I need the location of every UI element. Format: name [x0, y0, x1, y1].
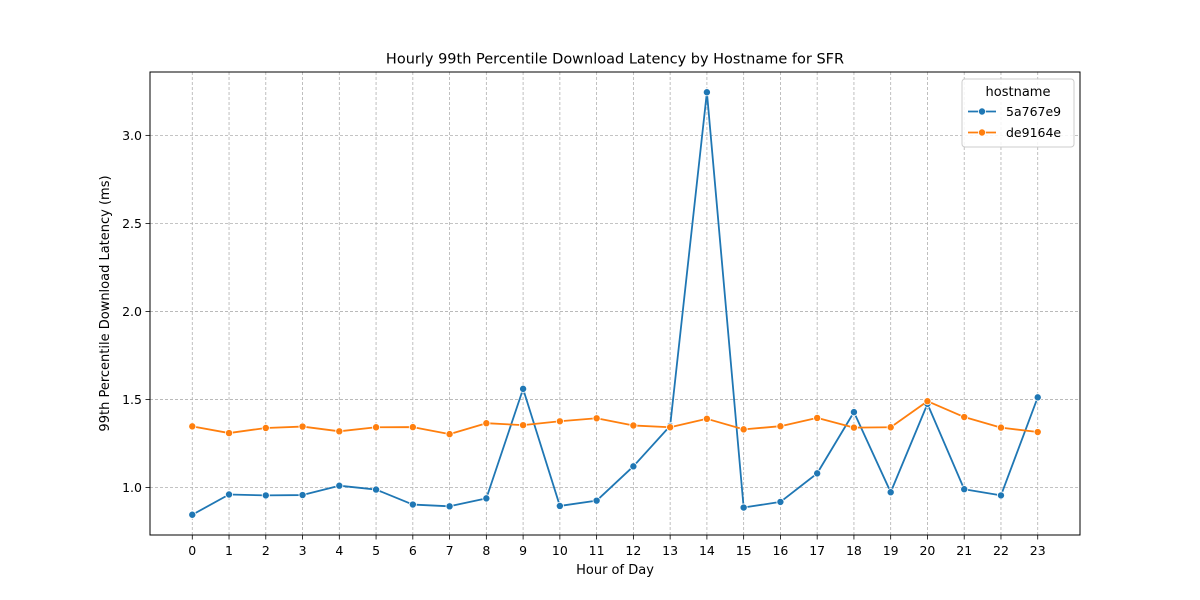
- data-point: [886, 423, 895, 432]
- x-tick-label: 21: [956, 543, 972, 558]
- data-point: [702, 88, 711, 97]
- data-point: [188, 422, 197, 431]
- data-point: [960, 485, 969, 494]
- x-tick-label: 4: [335, 543, 343, 558]
- legend-label: de9164e: [1006, 125, 1061, 140]
- data-point: [813, 413, 822, 422]
- data-point: [739, 503, 748, 512]
- data-point: [960, 413, 969, 422]
- data-point: [408, 423, 417, 432]
- data-point: [335, 481, 344, 490]
- data-point: [482, 494, 491, 503]
- series-line: [192, 400, 1038, 436]
- data-point: [445, 430, 454, 439]
- y-tick-label: 2.0: [122, 304, 142, 319]
- x-tick-label: 7: [446, 543, 454, 558]
- data-point: [1033, 428, 1042, 437]
- data-point: [445, 502, 454, 511]
- x-tick-label: 16: [772, 543, 788, 558]
- x-tick-label: 8: [482, 543, 490, 558]
- x-tick-label: 22: [993, 543, 1009, 558]
- x-tick-label: 19: [883, 543, 899, 558]
- y-tick-label: 3.0: [122, 128, 142, 143]
- data-point: [519, 384, 528, 393]
- legend-entry: 5a767e9: [968, 104, 1061, 119]
- y-axis: 1.0 1.5 2.0 2.5 3.0: [122, 128, 150, 495]
- x-tick-label: 5: [372, 543, 380, 558]
- series-layer: [188, 88, 1042, 519]
- legend-title: hostname: [986, 85, 1051, 100]
- data-point: [629, 421, 638, 430]
- y-tick-label: 1.0: [122, 480, 142, 495]
- legend-swatch-marker: [978, 128, 987, 137]
- x-tick-label: 2: [262, 543, 270, 558]
- data-point: [849, 423, 858, 432]
- data-point: [519, 421, 528, 430]
- legend: hostname 5a767e9 de9164e: [961, 78, 1075, 148]
- x-tick-label: 10: [552, 543, 568, 558]
- x-tick-label: 9: [519, 543, 527, 558]
- legend-swatch-marker: [978, 107, 987, 116]
- data-point: [482, 419, 491, 428]
- x-tick-label: 20: [919, 543, 935, 558]
- data-point: [849, 408, 858, 417]
- chart-title: Hourly 99th Percentile Download Latency …: [386, 52, 844, 68]
- data-point: [666, 423, 675, 432]
- data-point: [225, 429, 234, 438]
- series-de9164e: [188, 397, 1042, 439]
- data-point: [629, 462, 638, 471]
- x-tick-label: 1: [225, 543, 233, 558]
- x-tick-label: 18: [846, 543, 862, 558]
- data-point: [298, 491, 307, 500]
- x-tick-label: 6: [409, 543, 417, 558]
- series-line: [191, 91, 1039, 516]
- y-tick-label: 1.5: [122, 392, 142, 407]
- data-point: [776, 422, 785, 431]
- x-tick-label: 12: [625, 543, 641, 558]
- data-point: [1033, 393, 1042, 402]
- legend-label: 5a767e9: [1006, 104, 1061, 119]
- data-point: [335, 427, 344, 436]
- data-point: [372, 423, 381, 432]
- data-point: [261, 491, 270, 500]
- data-point: [225, 490, 234, 499]
- data-point: [408, 500, 417, 509]
- x-tick-label: 23: [1030, 543, 1046, 558]
- x-tick-label: 17: [809, 543, 825, 558]
- data-point: [592, 414, 601, 423]
- plot-frame: [149, 71, 1081, 536]
- legend-box: [961, 78, 1075, 148]
- x-tick-label: 11: [589, 543, 605, 558]
- x-tick-label: 14: [699, 543, 715, 558]
- data-point: [555, 501, 564, 510]
- data-point: [261, 423, 270, 432]
- data-point: [813, 469, 822, 478]
- x-tick-label: 3: [299, 543, 307, 558]
- data-point: [702, 414, 711, 423]
- data-point: [996, 423, 1005, 432]
- data-point: [555, 417, 564, 426]
- x-tick-label: 0: [188, 543, 196, 558]
- data-point: [776, 497, 785, 506]
- data-point: [592, 496, 601, 505]
- data-point: [372, 485, 381, 494]
- data-point: [188, 510, 197, 519]
- data-point: [886, 488, 895, 497]
- x-axis-label: Hour of Day: [576, 563, 654, 578]
- series-5a767e9: [188, 88, 1042, 519]
- legend-entry: de9164e: [968, 125, 1061, 140]
- data-point: [298, 422, 307, 431]
- legend-entries: 5a767e9 de9164e: [968, 104, 1061, 140]
- x-tick-label: 15: [736, 543, 752, 558]
- data-point: [996, 491, 1005, 500]
- x-tick-label: 13: [662, 543, 678, 558]
- data-point: [739, 425, 748, 434]
- y-tick-label: 2.5: [122, 216, 142, 231]
- y-axis-label: 99th Percentile Download Latency (ms): [98, 175, 113, 431]
- data-point: [923, 397, 932, 406]
- x-axis: 0 1 2 3 4 5 6 7 8 9 10 11 12 13 14 15 16 17 18 19 20 21 22 23: [188, 535, 1046, 558]
